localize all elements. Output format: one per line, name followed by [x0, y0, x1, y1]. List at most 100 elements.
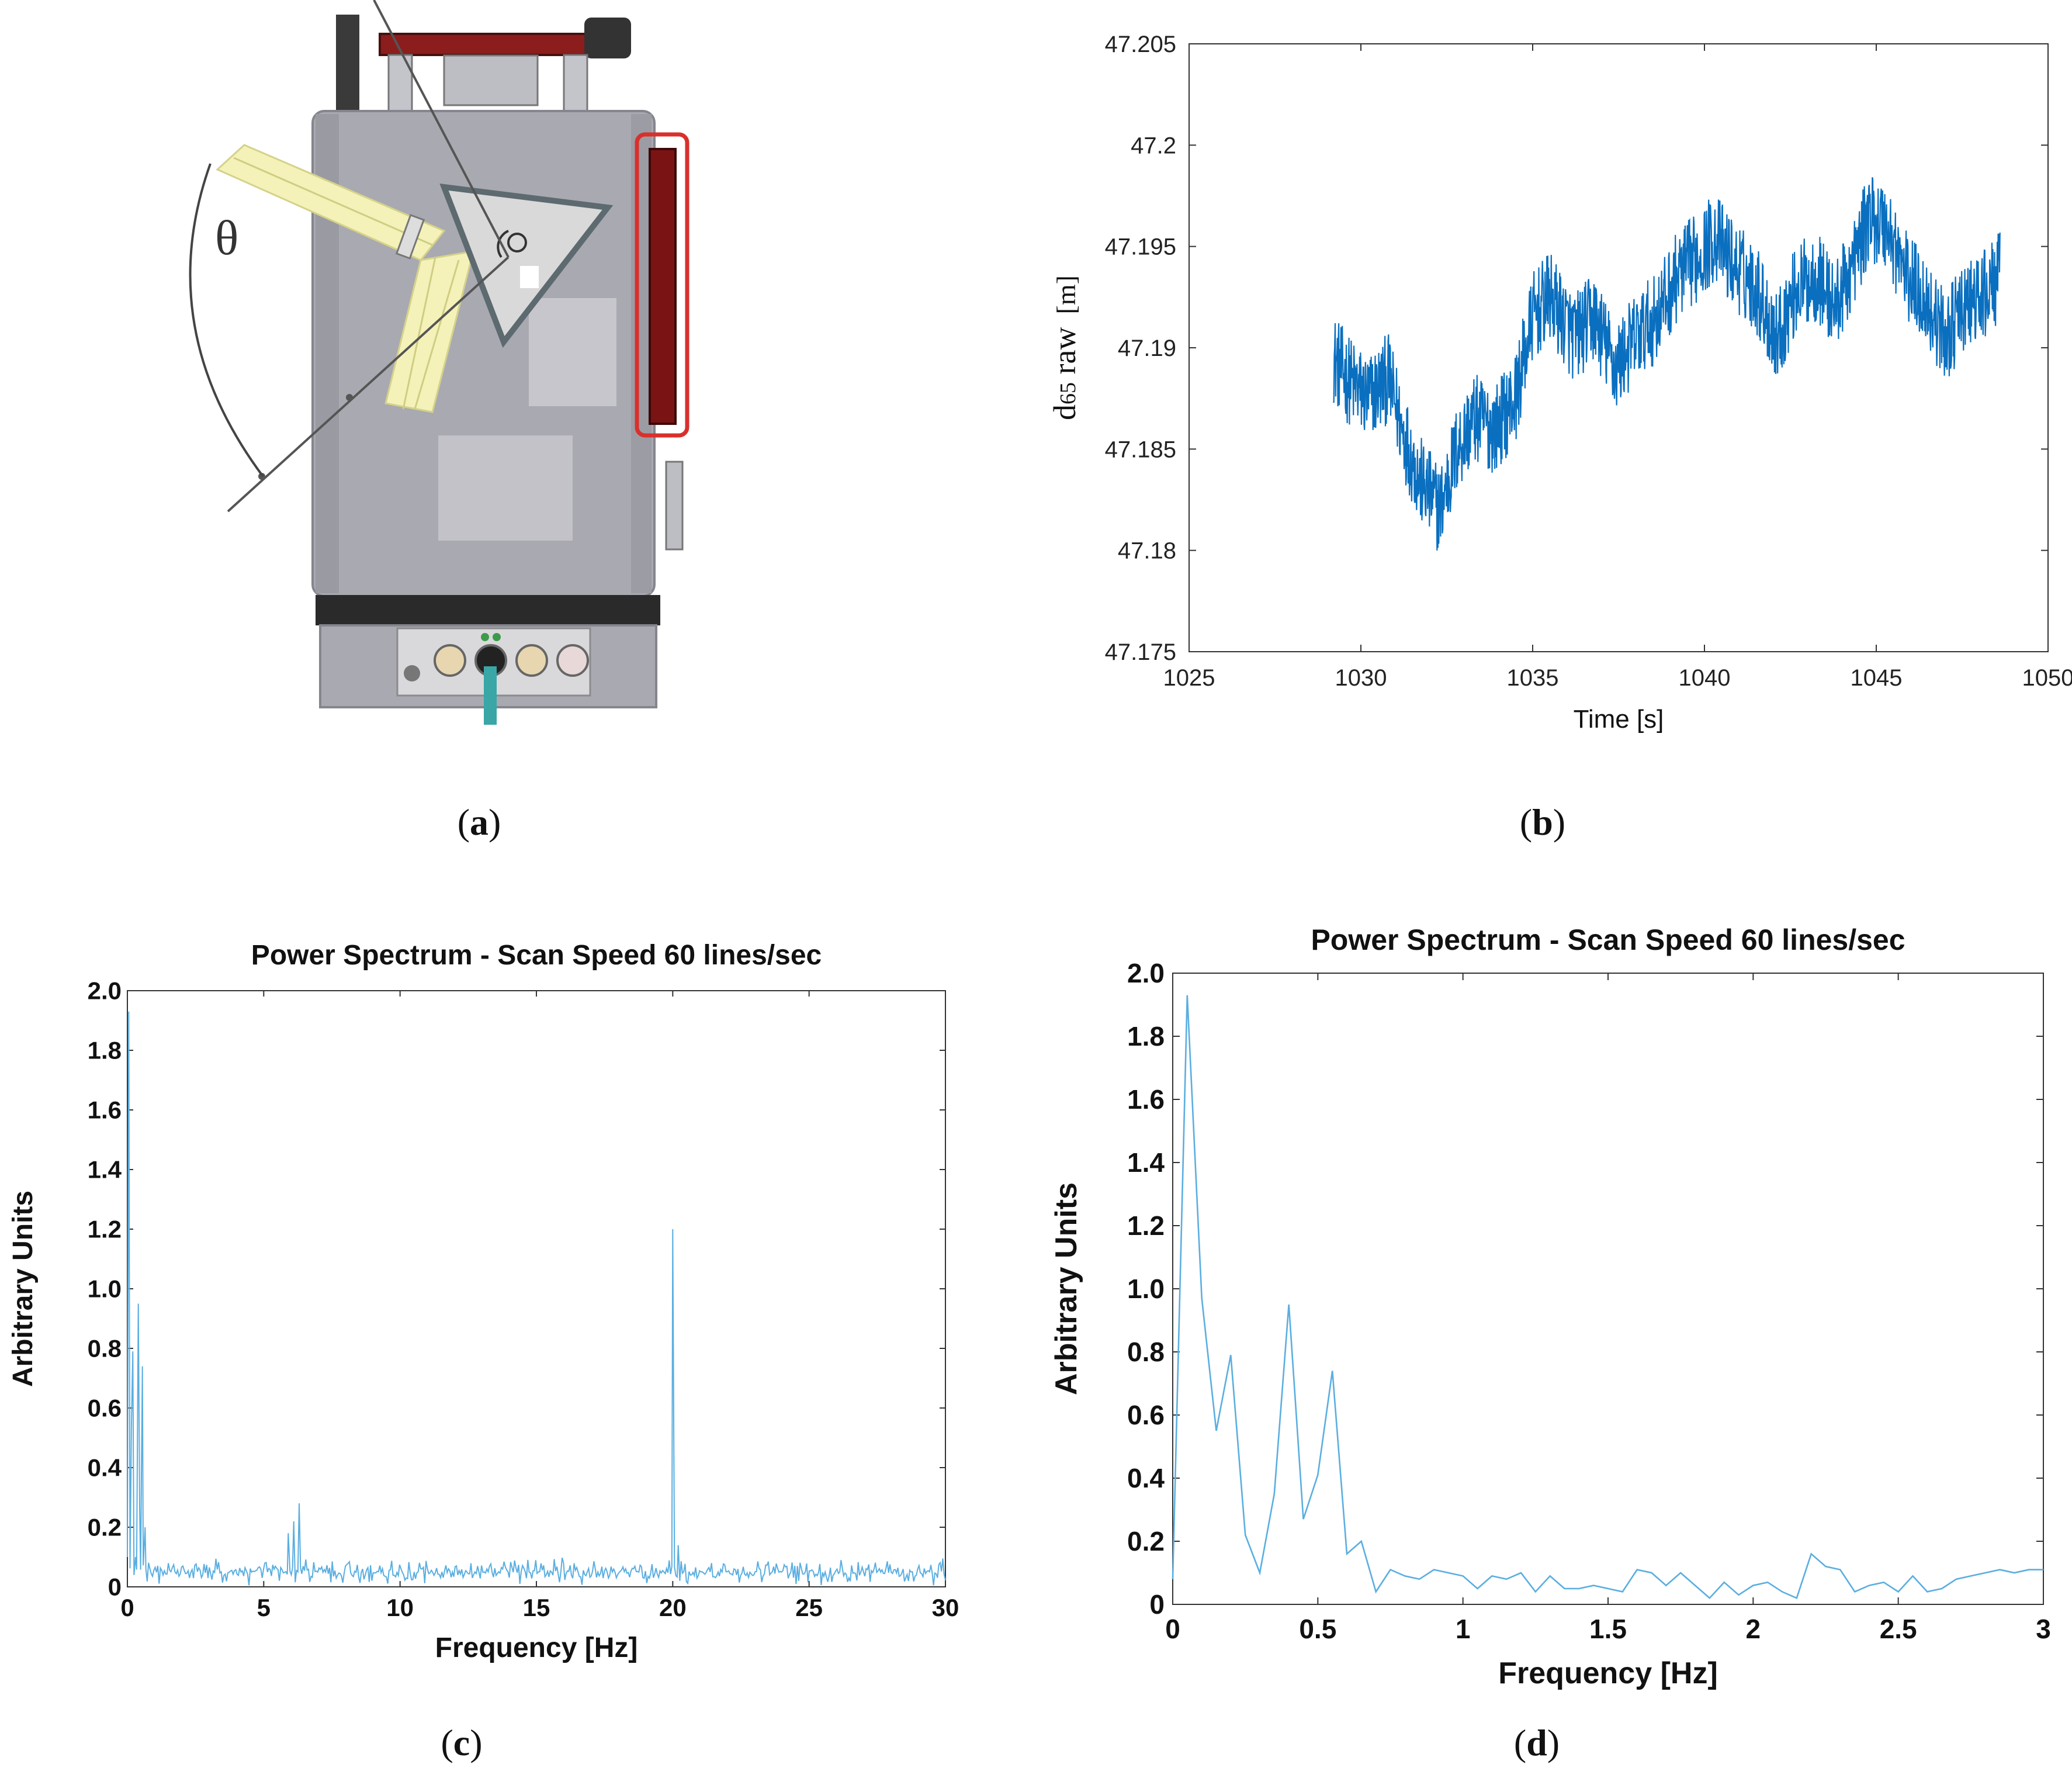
connector-5 [404, 665, 420, 681]
x-tick-label: 1050 [2022, 665, 2072, 691]
y-tick-label: 47.205 [1105, 32, 1176, 57]
status-led-2 [493, 633, 501, 641]
y-tick-label: 1.6 [1127, 1084, 1165, 1115]
y-tick-label: 0.2 [88, 1514, 122, 1541]
blur-patch-1 [529, 298, 616, 406]
y-tick-label: 1.4 [88, 1156, 122, 1184]
y-tick-label: 1.8 [1127, 1021, 1165, 1051]
tick-group [127, 990, 946, 1587]
chart-d: Power Spectrum - Scan Speed 60 lines/sec… [1049, 923, 2051, 1690]
base-band [316, 595, 660, 625]
x-tick-label: 0.5 [1299, 1614, 1336, 1644]
theta-label: θ [215, 211, 238, 265]
chart-title: Power Spectrum - Scan Speed 60 lines/sec [1311, 923, 1905, 956]
caption-a: (a) [457, 801, 501, 843]
x-axis-title: Time [s] [1574, 705, 1664, 734]
body-shade-right [631, 114, 652, 593]
white-marker [520, 266, 539, 288]
angle-line-upper [373, 0, 510, 258]
top-mount [443, 54, 539, 106]
rotation-arrow-icon [497, 230, 509, 258]
top-left-post [336, 15, 359, 117]
red-highlight-box [635, 132, 689, 438]
theta-arc [189, 163, 264, 478]
x-tick-label: 1045 [1851, 665, 1903, 691]
y-tick-label: 1.2 [88, 1216, 122, 1243]
x-tick-label: 1035 [1507, 665, 1559, 691]
mirror-triangle [439, 184, 614, 348]
y-tick-label: 47.18 [1118, 538, 1176, 564]
y-tick-label: 47.185 [1105, 437, 1176, 462]
x-tick-label: 0 [120, 1594, 134, 1621]
x-tick-label: 5 [257, 1594, 271, 1621]
chart-title: Power Spectrum - Scan Speed 60 lines/sec [251, 940, 822, 971]
y-tick-label: 0.8 [1127, 1337, 1165, 1367]
x-tick-labels: 0 0.5 1 1.5 2 2.5 3 [1165, 1614, 2051, 1644]
y-axis-title: d65 raw[m] [1047, 275, 1082, 420]
y-tick-label: 2.0 [88, 977, 122, 1005]
beam-clamp [395, 214, 425, 260]
y-tick-label: 0.8 [88, 1335, 122, 1362]
connector-3 [515, 644, 548, 677]
y-tick-label: 0.4 [88, 1454, 122, 1482]
y-tick-label: 47.2 [1131, 133, 1176, 158]
x-tick-label: 0 [1165, 1614, 1180, 1644]
connector-1 [434, 644, 466, 677]
beam-stripe-1 [233, 157, 434, 247]
top-right-knob [584, 18, 631, 58]
x-tick-label: 1030 [1335, 665, 1387, 691]
chart-b: 47.175 47.18 47.185 47.19 47.195 47.2 47.205 1… [1047, 32, 2072, 734]
y-tick-label: 0.6 [88, 1395, 122, 1422]
light-beam-upper [216, 144, 446, 261]
x-tick-label: 25 [795, 1594, 823, 1621]
y-tick-label: 47.195 [1105, 234, 1176, 260]
caption-c: (c) [441, 1722, 483, 1763]
y-tick-label: 1.8 [88, 1037, 122, 1064]
y-axis-title: Arbitrary Units [1049, 1182, 1083, 1395]
y-tick-label: 1.6 [88, 1096, 122, 1124]
series-line [127, 1011, 946, 1586]
x-tick-label: 1040 [1679, 665, 1731, 691]
y-tick-labels: 47.175 47.18 47.185 47.19 47.195 47.2 47.205 [1105, 32, 1176, 665]
x-tick-label: 10 [386, 1594, 414, 1621]
x-axis-title: Frequency [Hz] [1498, 1656, 1718, 1690]
side-latch [665, 461, 684, 551]
y-tick-labels: 0 0.2 0.4 0.6 0.8 1.0 1.2 1.4 1.6 1.8 2.0 [1127, 958, 1165, 1620]
y-tick-label: 1.4 [1127, 1147, 1165, 1178]
panel-a: θ (a) [0, 0, 958, 843]
x-tick-label: 2 [1746, 1614, 1761, 1644]
y-tick-label: 0 [108, 1573, 122, 1601]
angle-dot-2 [346, 394, 353, 401]
red-led-strip [649, 148, 677, 425]
series-line [1172, 995, 2043, 1600]
y-tick-label: 2.0 [1127, 958, 1165, 988]
x-tick-label: 20 [659, 1594, 687, 1621]
blur-patch-2 [438, 435, 573, 541]
y-tick-label: 47.175 [1105, 639, 1176, 665]
y-axis-title: Arbitrary Units [8, 1191, 39, 1387]
angle-line-lower [227, 256, 510, 513]
x-tick-label: 1 [1456, 1614, 1471, 1644]
plot-area [127, 990, 946, 1587]
x-tick-label: 1.5 [1589, 1614, 1627, 1644]
caption-d: (d) [1513, 1722, 1560, 1763]
y-tick-label: 1.2 [1127, 1210, 1165, 1241]
light-beam-lower [384, 250, 475, 413]
beam-stripe-3 [414, 260, 460, 410]
x-tick-label: 30 [932, 1594, 959, 1621]
y-tick-label: 0.4 [1127, 1463, 1165, 1493]
y-tick-label: 47.19 [1118, 335, 1176, 361]
x-tick-label: 3 [2036, 1614, 2051, 1644]
y-tick-label: 1.0 [88, 1275, 122, 1303]
y-tick-label: 0.2 [1127, 1526, 1165, 1556]
x-axis-title: Frequency [Hz] [435, 1632, 638, 1663]
scanner-illustration: θ [189, 0, 689, 725]
y-tick-labels: 0 0.2 0.4 0.6 0.8 1.0 1.2 1.4 1.6 1.8 2.0 [88, 977, 122, 1601]
panel-d: Power Spectrum - Scan Speed 60 lines/sec… [1040, 888, 2072, 1792]
beam-stripe-2 [402, 257, 436, 410]
connector-4 [556, 644, 589, 677]
x-tick-label: 15 [523, 1594, 550, 1621]
teal-cable [484, 666, 497, 725]
tick-group [1189, 43, 2049, 652]
top-red-bar [379, 33, 597, 56]
